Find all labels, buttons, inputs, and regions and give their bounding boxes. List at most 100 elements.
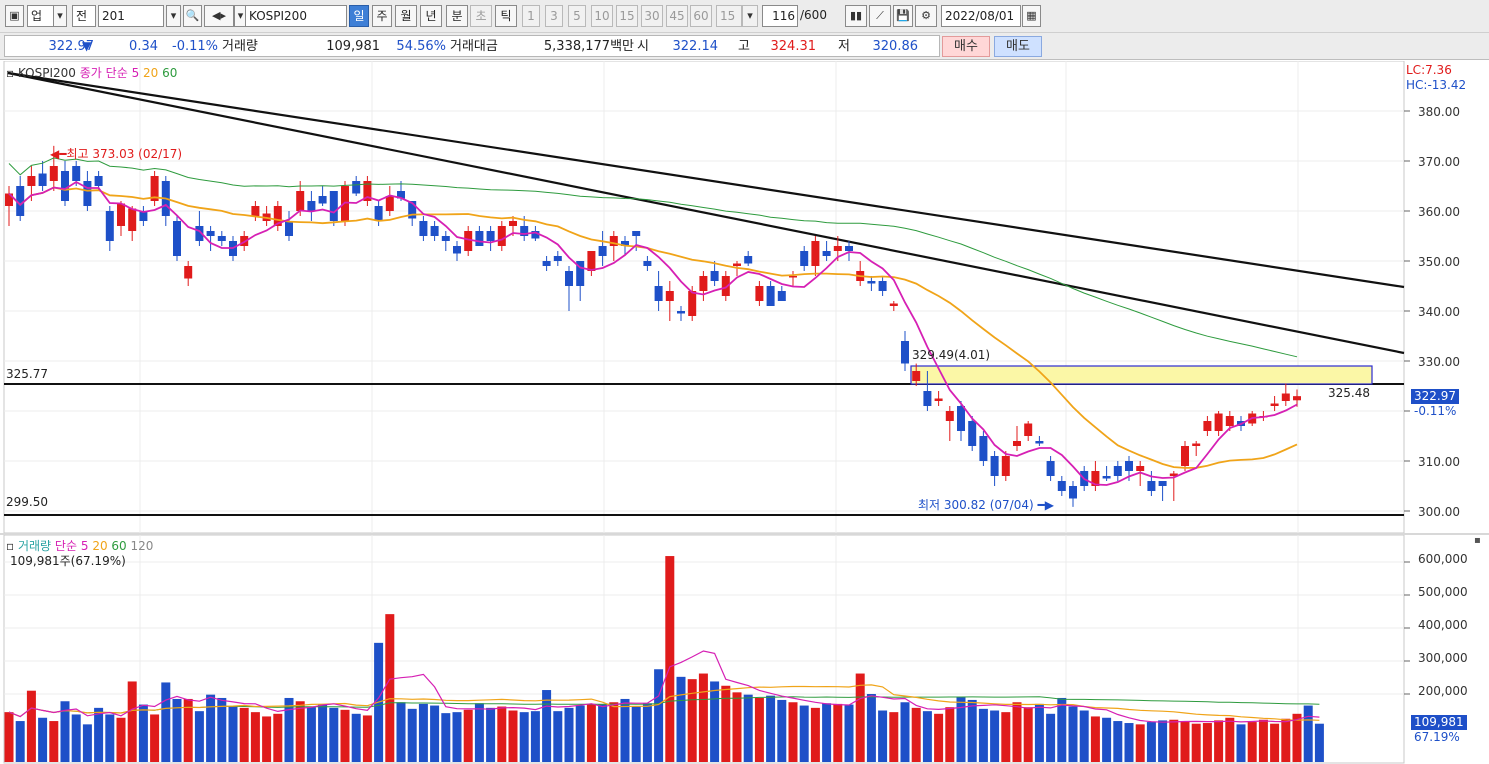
interval-dropdown-icon[interactable]: ▾	[742, 5, 758, 27]
save-icon[interactable]: 💾	[893, 5, 913, 27]
candle-body	[329, 191, 338, 221]
volume-bar	[1270, 723, 1280, 762]
volume-bar	[990, 710, 1000, 762]
volume-bar	[1169, 719, 1179, 762]
candle-body	[117, 203, 125, 226]
prev-next-icon[interactable]: ◀▸	[204, 5, 234, 27]
vol-tick-600k: 600,000	[1418, 552, 1468, 566]
minute-3-button[interactable]: 3	[545, 5, 563, 27]
period-month-label: 월	[400, 9, 412, 23]
price-legend-ma60: 60	[162, 66, 178, 80]
code-input[interactable]: 201	[98, 5, 164, 27]
period-select[interactable]: 전	[72, 5, 96, 27]
low-note: 최저 300.82 (07/04) ━▶	[918, 498, 1054, 512]
volume-bar	[1225, 717, 1235, 762]
count-input[interactable]: 116	[762, 5, 798, 27]
price-legend-name: KOSPI200	[17, 66, 76, 80]
volume-bar	[1079, 710, 1089, 762]
chart-canvas[interactable]	[0, 60, 1489, 764]
y-tick-330: 330.00	[1418, 355, 1460, 369]
name-input[interactable]: KOSPI200	[245, 5, 347, 27]
volume-bar	[385, 614, 395, 762]
volume-bar	[575, 705, 585, 762]
candle-body	[677, 311, 685, 314]
candle-body	[385, 196, 394, 211]
period-year-button[interactable]: 년	[420, 5, 442, 27]
candle-body	[1203, 421, 1212, 431]
candle-body	[83, 181, 92, 206]
current-price: 322.97	[48, 39, 95, 54]
market-dropdown-icon[interactable]: ▾	[53, 5, 67, 27]
count-total: /600	[800, 8, 827, 22]
line-tool-icon[interactable]: ⟋	[869, 5, 891, 27]
period-week-button[interactable]: 주	[372, 5, 392, 27]
period-month-button[interactable]: 월	[395, 5, 417, 27]
code-dropdown-icon[interactable]: ▾	[166, 5, 181, 27]
calendar-icon[interactable]: ▦	[1022, 5, 1041, 27]
period-second-label: 초	[475, 9, 487, 23]
volume-bar	[82, 724, 92, 762]
period-day-button[interactable]: 일	[349, 5, 369, 27]
date-input[interactable]: 2022/08/01	[941, 5, 1021, 27]
period-minute-button[interactable]: 분	[446, 5, 468, 27]
volume-bar	[127, 681, 137, 762]
candle-body	[150, 176, 159, 201]
period-select-value: 전	[76, 9, 88, 23]
volume-bar	[474, 703, 484, 762]
volume-panel-close-icon[interactable]: ▪	[1474, 535, 1481, 546]
minute-30-button[interactable]: 30	[641, 5, 663, 27]
candle-body	[1102, 476, 1111, 479]
vol-tick-300k: 300,000	[1418, 651, 1468, 665]
volume-bar	[788, 702, 798, 762]
search-icon[interactable]: 🔍	[183, 5, 202, 27]
candle-body	[139, 211, 148, 221]
candle-body	[408, 201, 417, 219]
price-legend: ▫ KOSPI200 종가 단순 5 20 60	[6, 64, 177, 81]
open-value: 322.14	[672, 39, 719, 54]
volume-bar	[1191, 723, 1201, 762]
layout-toggle-icon[interactable]: ▣	[5, 5, 24, 27]
candle-body	[587, 251, 596, 271]
sell-button[interactable]: 매도	[994, 36, 1042, 57]
minute-1-button[interactable]: 1	[522, 5, 540, 27]
box-note: 329.49(4.01)	[912, 348, 991, 362]
volume-bar	[306, 707, 316, 762]
buy-button[interactable]: 매수	[942, 36, 990, 57]
vol-tick-200k: 200,000	[1418, 684, 1468, 698]
chart-area[interactable]: ▫ KOSPI200 종가 단순 5 20 60 LC:7.36 HC:-13.…	[0, 60, 1489, 764]
chart-toolbar: ▣ 업 ▾ 전 201 ▾ 🔍 ◀▸ ▾ KOSPI200 일 주 월 년 분 …	[0, 0, 1489, 33]
volume-bar	[38, 717, 48, 762]
candle-body	[878, 281, 887, 291]
volume-legend-box-icon[interactable]: ▫	[6, 539, 15, 553]
volume-value: 109,981	[326, 39, 380, 54]
volume-bar	[542, 690, 552, 762]
interval-input[interactable]: 15	[716, 5, 742, 27]
minute-60-button[interactable]: 60	[690, 5, 712, 27]
settings-gear-icon[interactable]: ⚙	[915, 5, 937, 27]
high-note: ◀━최고 373.03 (02/17)	[50, 147, 183, 161]
candle-body	[72, 166, 81, 181]
volume-bar	[1158, 720, 1168, 762]
candle-body	[531, 231, 540, 239]
minute-45-button[interactable]: 45	[666, 5, 688, 27]
panel-divider[interactable]	[0, 533, 1489, 535]
candle-body	[38, 173, 47, 186]
volume-bar	[799, 705, 809, 762]
volume-legend-ma20: 20	[92, 539, 108, 553]
volume-legend-ma60: 60	[111, 539, 127, 553]
candle-body	[464, 231, 473, 251]
candle-body	[296, 191, 305, 211]
minute-15-button[interactable]: 15	[616, 5, 638, 27]
period-tick-button[interactable]: 틱	[495, 5, 517, 27]
minute-10-button[interactable]: 10	[591, 5, 613, 27]
legend-box-icon[interactable]: ▫	[6, 66, 15, 80]
period-second-button[interactable]: 초	[470, 5, 492, 27]
candle-body	[1281, 393, 1290, 401]
candle-body	[128, 208, 137, 231]
minute-45-label: 45	[669, 9, 685, 23]
candle-type-icon[interactable]: ▮▮	[845, 5, 867, 27]
candle-body	[553, 256, 562, 261]
volume-bar	[1314, 723, 1324, 762]
minute-5-button[interactable]: 5	[568, 5, 586, 27]
high-value: 324.31	[770, 39, 817, 54]
